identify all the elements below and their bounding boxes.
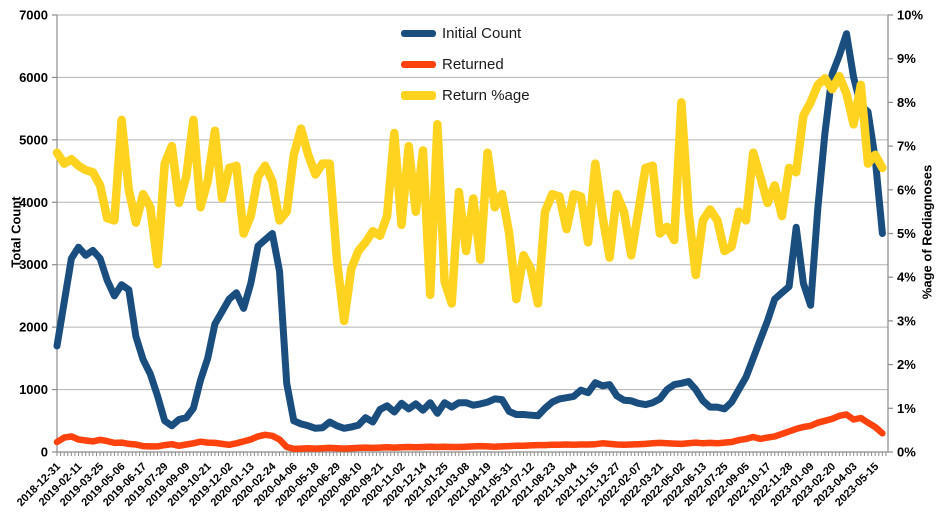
right-axis-title: %age of Rediagnoses	[919, 164, 935, 300]
legend-label-return-percentage: Return %age	[442, 87, 530, 104]
series-line-returned	[53, 411, 886, 453]
legend: Initial Count Returned Return %age	[401, 18, 530, 111]
y-axis-right-tick-labels: 10% 9% 8% 7% 6% 5% 4% 3% 2% 1% 0%	[888, 8, 923, 460]
svg-text:2%: 2%	[897, 357, 916, 372]
svg-text:1%: 1%	[897, 401, 916, 416]
legend-item-return-percentage: Return %age	[401, 80, 530, 111]
legend-swatch-initial-count	[401, 30, 436, 37]
legend-swatch-returned	[401, 61, 436, 68]
svg-text:6%: 6%	[897, 182, 916, 197]
svg-text:0: 0	[41, 445, 48, 460]
svg-text:7%: 7%	[897, 139, 916, 154]
legend-label-returned: Returned	[442, 56, 504, 73]
left-axis-title: Total Count	[8, 196, 24, 268]
svg-text:5000: 5000	[19, 132, 48, 147]
svg-text:10%: 10%	[897, 8, 923, 23]
legend-label-initial-count: Initial Count	[442, 25, 522, 42]
svg-text:3000: 3000	[19, 257, 48, 272]
legend-item-initial-count: Initial Count	[401, 18, 530, 49]
y-axis-left-tick-labels: 7000 6000 5000 4000 3000 2000 1000 0	[19, 8, 57, 460]
svg-text:2000: 2000	[19, 320, 48, 335]
svg-text:4%: 4%	[897, 270, 916, 285]
svg-text:8%: 8%	[897, 95, 916, 110]
series-line-initial-count	[53, 30, 886, 432]
svg-text:6000: 6000	[19, 70, 48, 85]
series-line-return-age	[52, 71, 887, 326]
svg-text:7000: 7000	[19, 8, 48, 23]
svg-text:9%: 9%	[897, 51, 916, 66]
svg-text:3%: 3%	[897, 313, 916, 328]
svg-text:4000: 4000	[19, 195, 48, 210]
legend-item-returned: Returned	[401, 49, 530, 80]
legend-swatch-return-percentage	[401, 91, 436, 100]
svg-text:5%: 5%	[897, 226, 916, 241]
svg-text:0%: 0%	[897, 445, 916, 460]
svg-text:1000: 1000	[19, 382, 48, 397]
x-axis-minor-ticks	[56, 452, 887, 456]
x-tick-labels: 2018-12-312019-02-112019-03-252019-05-06…	[15, 460, 881, 509]
